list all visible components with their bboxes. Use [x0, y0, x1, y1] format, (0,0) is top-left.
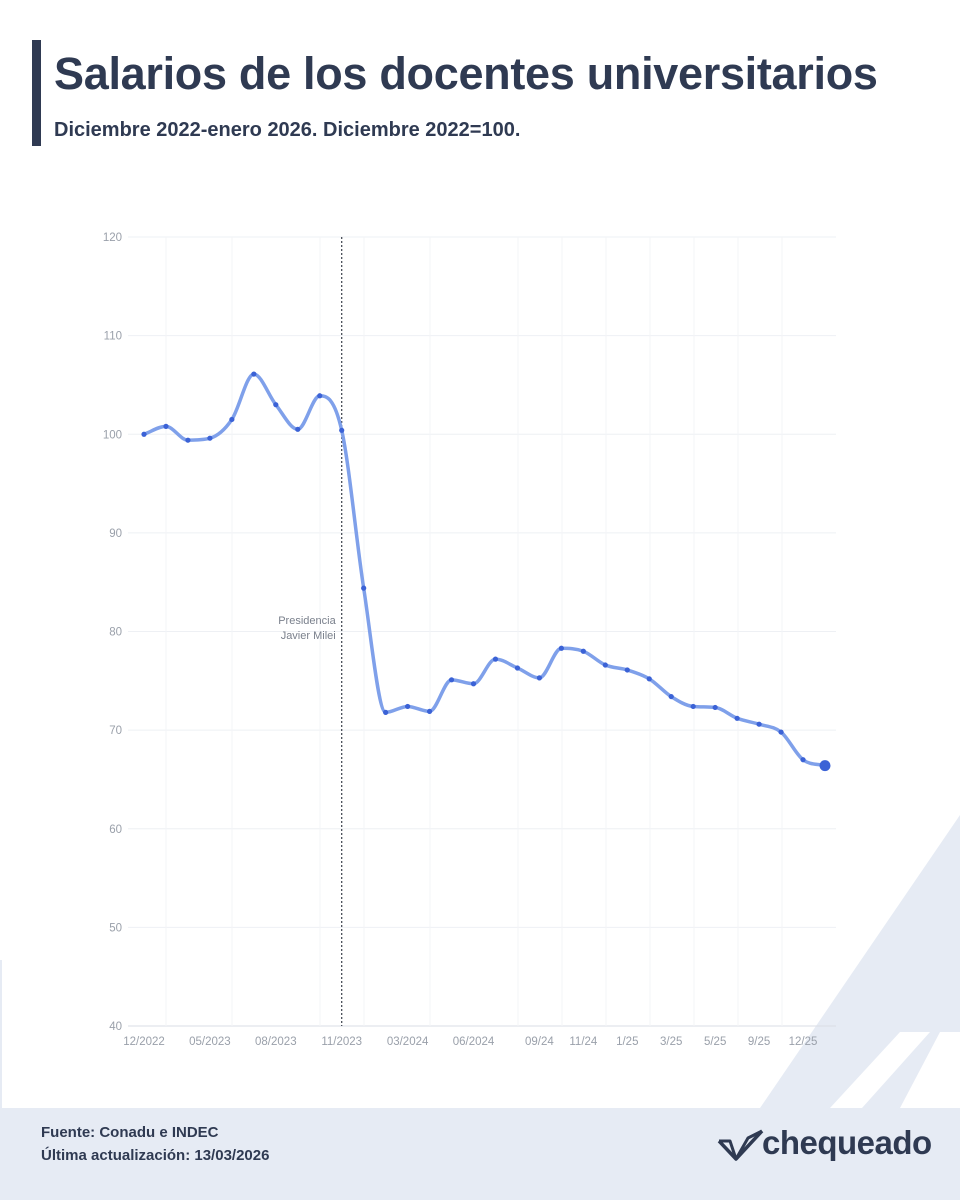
data-point: [778, 729, 784, 735]
y-tick-label: 40: [109, 1021, 122, 1033]
data-point: [756, 721, 762, 727]
data-point: [536, 675, 543, 681]
points-layer: [141, 371, 831, 772]
y-tick-label: 80: [109, 627, 122, 639]
footer: [0, 1108, 960, 1200]
axis-labels: 40 50 60 70 80 90 100 110 120 12/2022 05/2023 08/20…: [103, 232, 818, 1048]
data-point: [734, 715, 740, 721]
data-point: [448, 677, 455, 683]
data-point: [558, 645, 564, 651]
data-point: [317, 393, 323, 399]
y-tick-label: 120: [103, 232, 122, 244]
data-point: [185, 437, 191, 443]
series-layer: [142, 372, 827, 768]
data-point: [712, 704, 718, 711]
data-point: [514, 665, 521, 671]
x-tick-label: 12/25: [789, 1036, 818, 1048]
title-accent-bar: [32, 40, 41, 146]
x-tick-label: 05/2023: [189, 1036, 231, 1048]
data-point: [668, 693, 674, 700]
x-tick-label: 08/2023: [255, 1036, 297, 1048]
source-text: Fuente: Conadu e INDEC: [41, 1124, 219, 1141]
data-point: [492, 656, 499, 662]
x-tick-label: 11/24: [569, 1036, 598, 1048]
chart-title: Salarios de los docentes universitarios: [54, 48, 878, 99]
data-point: [207, 435, 213, 441]
data-point: [295, 426, 301, 432]
annotation-layer: Presidencia Javier Milei: [278, 237, 343, 1026]
y-tick-label: 100: [103, 429, 122, 441]
x-tick-label: 11/2023: [321, 1036, 362, 1048]
y-tick-label: 60: [109, 824, 122, 836]
y-tick-label: 90: [109, 528, 122, 540]
x-tick-label: 9/25: [748, 1036, 770, 1048]
data-point: [426, 708, 433, 714]
data-point: [800, 757, 806, 763]
chequeado-logo[interactable]: chequeado: [716, 1124, 932, 1168]
data-point: [229, 416, 235, 423]
data-point: [383, 709, 389, 715]
x-tick-label: 06/2024: [453, 1036, 495, 1048]
x-tick-label: 3/25: [660, 1036, 682, 1048]
logo-text: chequeado: [762, 1124, 932, 1161]
annotation-label: Javier Milei: [281, 630, 336, 642]
data-point: [602, 662, 608, 668]
data-point: [251, 371, 257, 377]
x-tick-label: 1/25: [616, 1036, 638, 1048]
data-point: [580, 648, 586, 654]
data-point: [405, 703, 411, 710]
data-point: [624, 667, 630, 673]
last-data-point: [819, 760, 831, 772]
data-point: [141, 431, 147, 437]
x-tick-label: 09/24: [525, 1036, 554, 1048]
y-tick-label: 50: [109, 922, 122, 934]
data-point: [163, 423, 169, 429]
y-tick-label: 70: [109, 725, 122, 737]
data-point: [470, 681, 477, 687]
chart-subtitle: Diciembre 2022-enero 2026. Diciembre 202…: [54, 119, 521, 141]
series-line: [142, 372, 827, 768]
x-tick-label: 5/25: [704, 1036, 726, 1048]
grid: [128, 236, 836, 1027]
data-point: [361, 585, 367, 591]
data-point: [273, 402, 279, 408]
data-point: [339, 427, 345, 433]
annotation-label: Presidencia: [278, 615, 336, 627]
updated-text: Última actualización: 13/03/2026: [41, 1147, 270, 1164]
data-point: [690, 703, 696, 710]
data-point: [646, 676, 652, 682]
y-tick-label: 110: [104, 331, 122, 343]
x-tick-label: 03/2024: [387, 1036, 429, 1048]
check-logo-icon: [717, 1129, 764, 1161]
x-tick-label: 12/2022: [123, 1036, 165, 1048]
